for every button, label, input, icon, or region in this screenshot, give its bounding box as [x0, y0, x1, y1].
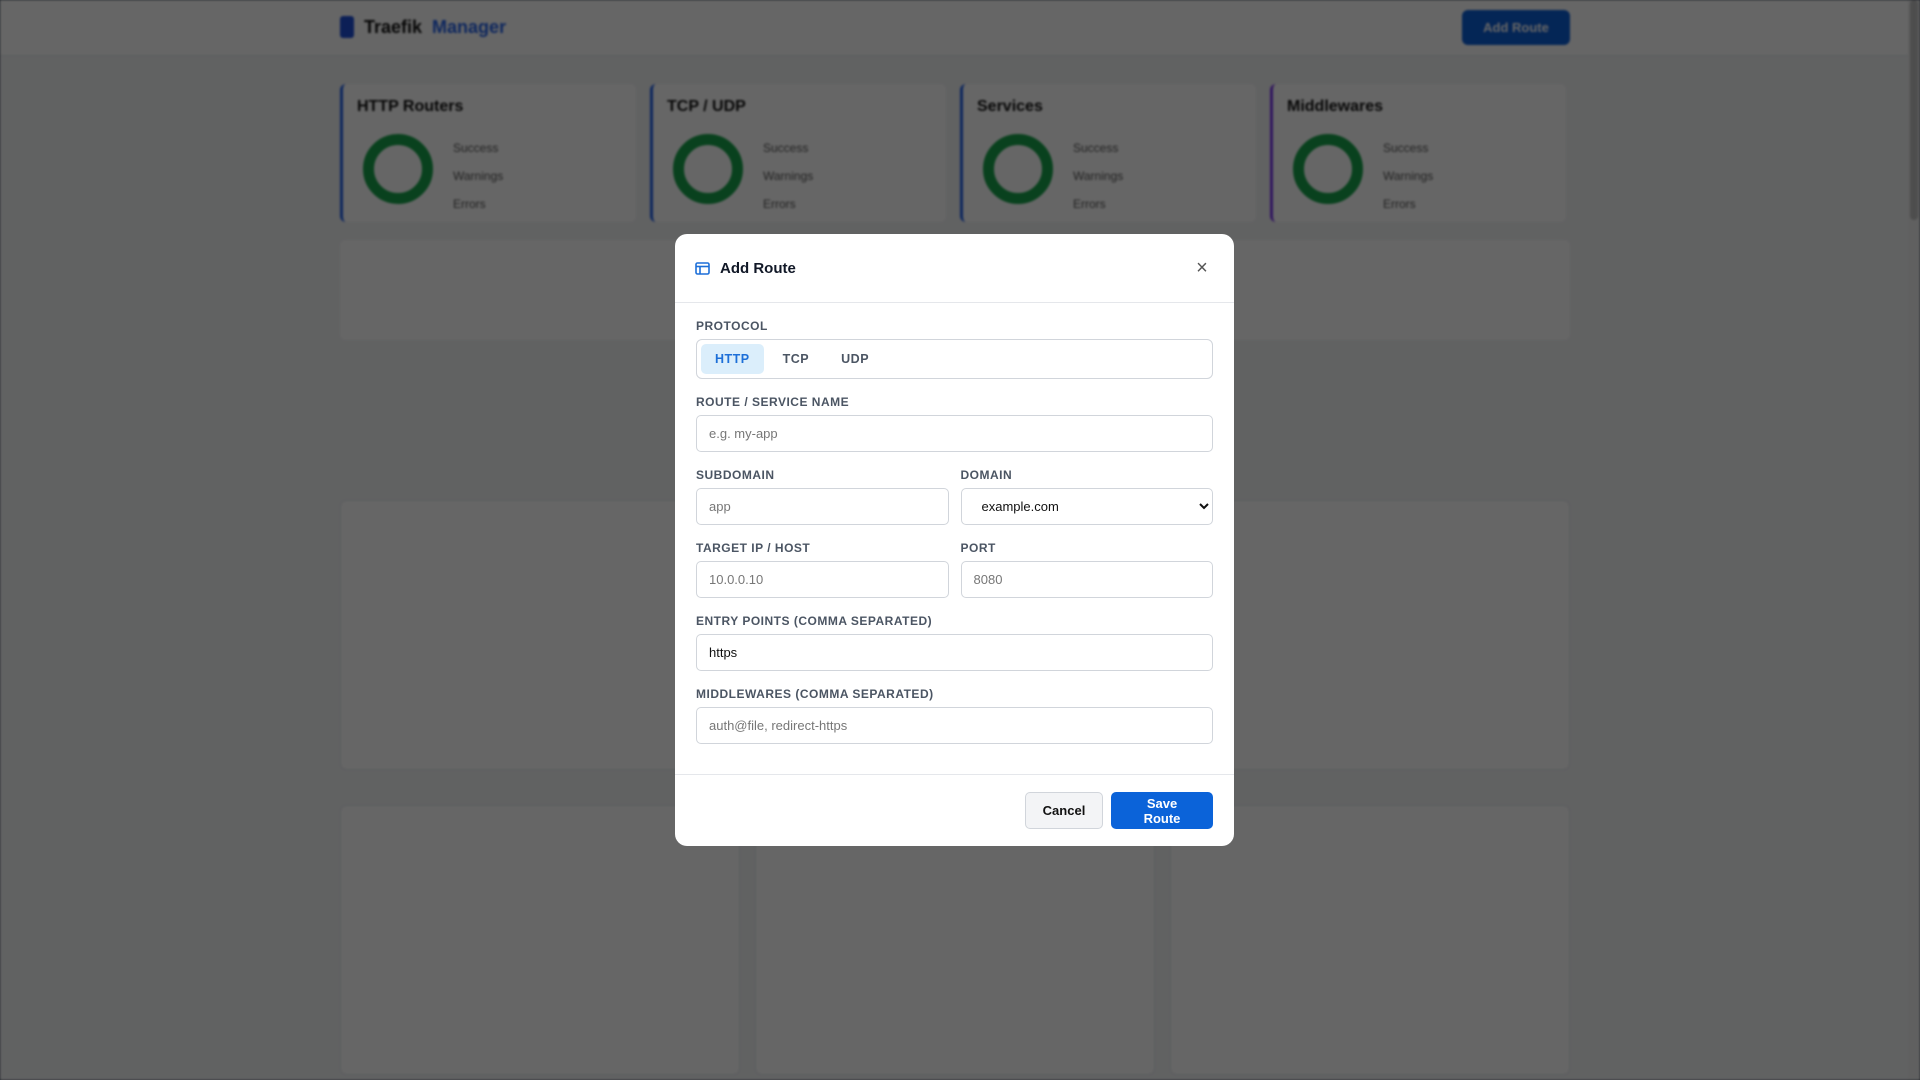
protocol-tcp[interactable]: TCP [770, 344, 823, 374]
cancel-button[interactable]: Cancel [1025, 792, 1103, 829]
legend-success: Success [453, 141, 499, 155]
legend-warnings: Warnings [763, 169, 814, 183]
close-icon[interactable]: × [1196, 256, 1208, 279]
protocol-selector: HTTP TCP UDP [696, 339, 1213, 379]
stat-legend: Success Warnings Errors [763, 134, 813, 218]
app-logo: Traefik Manager [340, 16, 506, 38]
stat-card-services: Services Success Warnings Errors [960, 84, 1256, 222]
scrollbar[interactable] [1908, 0, 1920, 1080]
legend-errors: Errors [1073, 197, 1106, 211]
donut-chart [363, 134, 433, 204]
route-card [340, 805, 740, 1075]
add-route-modal: Add Route × PROTOCOL HTTP TCP UDP ROUTE … [675, 234, 1234, 846]
top-bar: Traefik Manager Add Route [0, 0, 1908, 56]
stat-legend: Success Warnings Errors [453, 134, 503, 218]
protocol-http[interactable]: HTTP [701, 344, 764, 374]
protocol-udp[interactable]: UDP [828, 344, 882, 374]
subdomain-input[interactable] [696, 488, 949, 525]
stat-card-middlewares: Middlewares Success Warnings Errors [1270, 84, 1566, 222]
donut-chart [1293, 134, 1363, 204]
route-card [340, 500, 740, 770]
layout-icon [695, 261, 710, 275]
donut-chart [983, 134, 1053, 204]
route-card [1170, 805, 1570, 1075]
target-host-input[interactable] [696, 561, 949, 598]
port-label: PORT [960, 541, 996, 555]
stat-title: HTTP Routers [357, 98, 464, 115]
modal-footer: Cancel Save Route [675, 774, 1234, 846]
domain-select[interactable]: example.com [960, 488, 1213, 525]
middlewares-label: MIDDLEWARES (COMMA SEPARATED) [696, 687, 934, 701]
name-label: ROUTE / SERVICE NAME [696, 395, 850, 409]
stat-card-tcp: TCP / UDP Success Warnings Errors [650, 84, 946, 222]
legend-errors: Errors [1383, 197, 1416, 211]
modal-header: Add Route × [675, 234, 1234, 303]
target-label: TARGET IP / HOST [696, 541, 811, 555]
stat-title: Services [977, 98, 1043, 115]
route-name-input[interactable] [696, 415, 1213, 452]
stat-legend: Success Warnings Errors [1383, 134, 1433, 218]
legend-errors: Errors [453, 197, 486, 211]
entry-points-label: ENTRY POINTS (COMMA SEPARATED) [696, 614, 933, 628]
domain-label: DOMAIN [960, 468, 1013, 482]
port-input[interactable] [960, 561, 1213, 598]
save-route-button[interactable]: Save Route [1111, 792, 1213, 829]
protocol-label: PROTOCOL [696, 319, 768, 333]
legend-success: Success [763, 141, 809, 155]
stat-title: Middlewares [1287, 98, 1384, 115]
add-route-button[interactable]: Add Route [1462, 10, 1570, 45]
app-title-accent: Manager [432, 16, 507, 37]
stat-title: TCP / UDP [667, 98, 746, 115]
app-title: Traefik [364, 16, 423, 37]
stat-legend: Success Warnings Errors [1073, 134, 1123, 218]
entry-points-input[interactable] [696, 634, 1213, 671]
donut-chart [673, 134, 743, 204]
subdomain-label: SUBDOMAIN [696, 468, 775, 482]
legend-warnings: Warnings [1073, 169, 1124, 183]
route-card [755, 805, 1155, 1075]
scrollbar-thumb[interactable] [1910, 0, 1918, 220]
legend-warnings: Warnings [453, 169, 504, 183]
modal-title: Add Route [720, 259, 796, 277]
middlewares-input[interactable] [696, 707, 1213, 744]
legend-success: Success [1073, 141, 1119, 155]
legend-success: Success [1383, 141, 1429, 155]
route-card [1170, 500, 1570, 770]
legend-warnings: Warnings [1383, 169, 1434, 183]
logo-icon [340, 16, 354, 38]
stat-card-http: HTTP Routers Success Warnings Errors [340, 84, 636, 222]
legend-errors: Errors [763, 197, 796, 211]
